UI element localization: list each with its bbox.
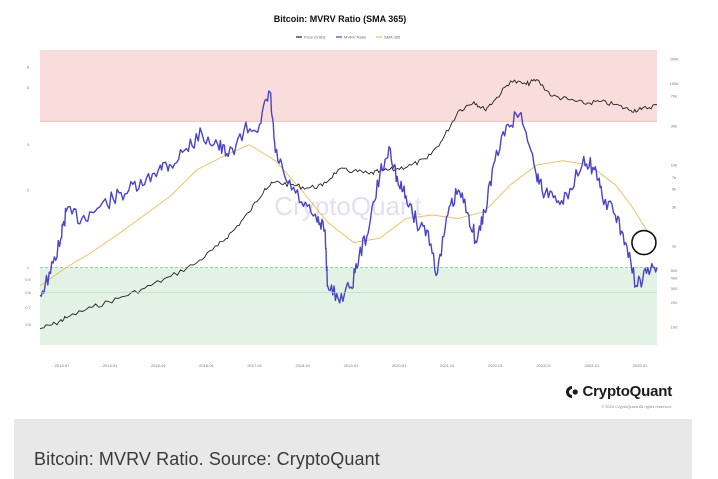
x-tick-label: 2020-01 bbox=[392, 363, 407, 368]
left-tick-label: 0.8 bbox=[25, 290, 31, 295]
undervalued-band bbox=[40, 267, 657, 345]
right-tick-label: 300 bbox=[671, 286, 678, 291]
x-tick-label: 2014-01 bbox=[103, 363, 118, 368]
watermark-text: CryptoQuant bbox=[274, 191, 422, 221]
highlight-circle bbox=[631, 229, 657, 256]
x-tick-label: 2018-01 bbox=[295, 363, 310, 368]
mvrv-chart: Bitcoin: MVRV Ratio (SMA 365) Price (USD… bbox=[25, 14, 679, 368]
left-tick-label: 3 bbox=[27, 142, 30, 147]
left-tick-label: 1 bbox=[27, 265, 30, 270]
overvalued-band bbox=[40, 50, 657, 122]
left-tick-label: 0.9 bbox=[25, 277, 31, 282]
right-tick-label: 7k bbox=[672, 175, 676, 180]
right-tick-label: 400 bbox=[671, 276, 678, 281]
caption-bar: Bitcoin: MVRV Ratio. Source: CryptoQuant bbox=[14, 419, 692, 479]
left-tick-label: 0.7 bbox=[25, 305, 31, 310]
left-tick-label: 5 bbox=[27, 85, 30, 90]
brand-name: CryptoQuant bbox=[582, 383, 673, 400]
chart-title: Bitcoin: MVRV Ratio (SMA 365) bbox=[274, 14, 407, 24]
right-tick-label: 70k bbox=[671, 94, 677, 99]
right-tick-label: 100k bbox=[670, 81, 679, 86]
right-tick-label: 500 bbox=[671, 268, 678, 273]
x-tick-label: 2021-01 bbox=[440, 363, 455, 368]
x-tick-label: 2015-01 bbox=[151, 363, 166, 368]
x-tick-label: 2016-01 bbox=[199, 363, 214, 368]
x-tick-label: 2023-01 bbox=[536, 363, 551, 368]
x-tick-label: 2017-01 bbox=[247, 363, 262, 368]
mvrv-series-line bbox=[39, 90, 658, 304]
copyright-text: © 2024 CryptoQuant All rights reserved. bbox=[601, 404, 672, 409]
x-axis-ticks: 2013-07 2014-01 2015-01 2016-01 2017-01 2018-… bbox=[55, 363, 648, 368]
cryptoquant-logo-icon bbox=[565, 385, 578, 398]
right-tick-label: 30k bbox=[671, 124, 677, 129]
right-tick-label: 100 bbox=[671, 325, 678, 330]
legend-label: SMA 365 bbox=[384, 35, 401, 40]
left-axis-ticks: 6 5 3 2 1 0.9 0.8 0.7 0.6 bbox=[25, 65, 31, 327]
cryptoquant-brand: CryptoQuant bbox=[565, 383, 672, 400]
right-tick-label: 200k bbox=[670, 57, 679, 62]
chart-container: Bitcoin: MVRV Ratio (SMA 365) Price (USD… bbox=[25, 14, 679, 409]
x-tick-label: 2013-07 bbox=[55, 363, 70, 368]
legend-label: Price (USD) bbox=[304, 35, 326, 40]
x-tick-label: 2019-01 bbox=[344, 363, 359, 368]
left-tick-label: 6 bbox=[27, 65, 30, 70]
right-tick-label: 3k bbox=[672, 205, 676, 210]
left-tick-label: 2 bbox=[27, 188, 30, 193]
chart-legend: Price (USD) MVRV Ratio SMA 365 bbox=[296, 35, 401, 40]
legend-label: MVRV Ratio bbox=[344, 35, 367, 40]
right-tick-label: 1k bbox=[672, 243, 676, 248]
right-tick-label: 10k bbox=[671, 162, 677, 167]
right-tick-label: 5k bbox=[672, 187, 676, 192]
x-tick-label: 2022-01 bbox=[488, 363, 503, 368]
right-axis-ticks: 200k 100k 70k 30k 10k 7k 5k 3k 1k 500 400 300 200 100 bbox=[670, 57, 679, 330]
image-caption: Bitcoin: MVRV Ratio. Source: CryptoQuant bbox=[34, 449, 380, 469]
right-tick-label: 200 bbox=[671, 300, 678, 305]
x-tick-label: 2024-01 bbox=[584, 363, 599, 368]
left-tick-label: 0.6 bbox=[25, 322, 31, 327]
x-tick-label: 2025-01 bbox=[633, 363, 648, 368]
